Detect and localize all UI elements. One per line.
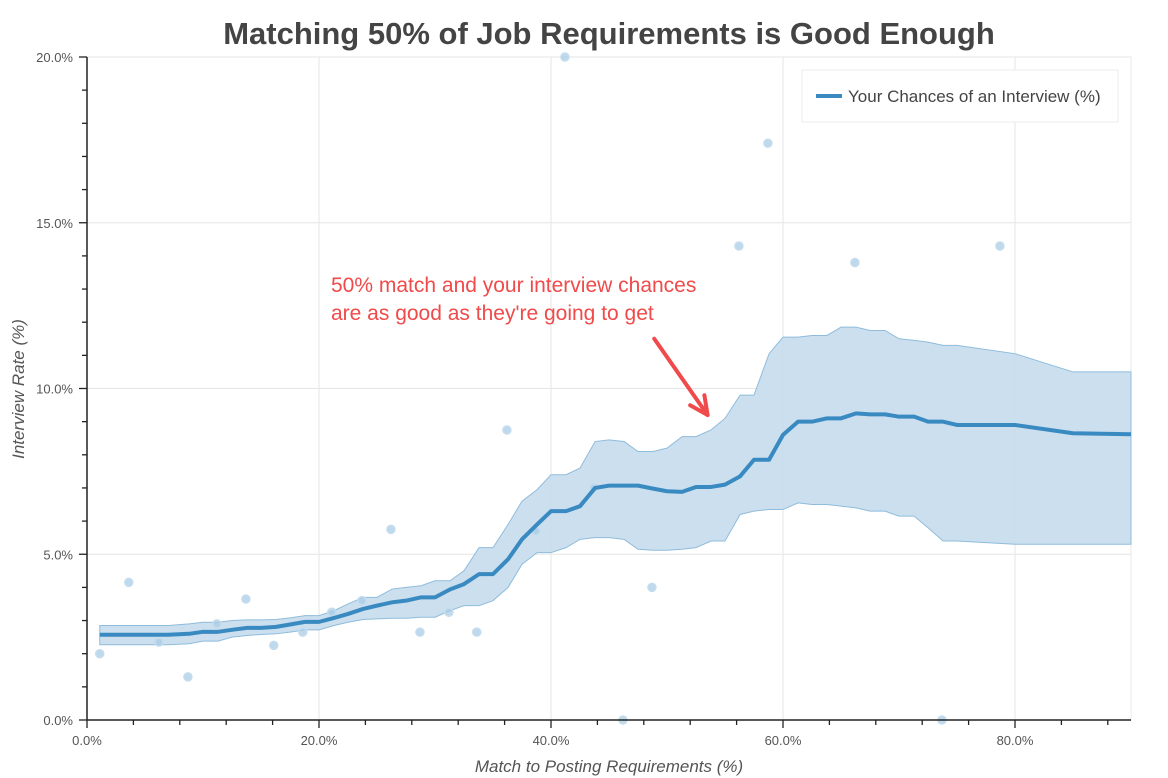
legend-entry: Your Chances of an Interview (%) bbox=[848, 87, 1101, 106]
scatter-point bbox=[415, 627, 425, 637]
y-tick-label: 10.0% bbox=[36, 382, 73, 397]
y-tick-label: 15.0% bbox=[36, 216, 73, 231]
annotation-arrow-head bbox=[688, 393, 710, 418]
annotation-text: are as good as they're going to get bbox=[331, 302, 654, 325]
series-line-path bbox=[99, 411, 1132, 637]
chart-title: Matching 50% of Job Requirements is Good… bbox=[223, 16, 995, 51]
y-axis-label: Interview Rate (%) bbox=[9, 319, 28, 459]
scatter-point bbox=[763, 138, 773, 148]
scatter-point bbox=[734, 241, 744, 251]
legend: Your Chances of an Interview (%) bbox=[801, 69, 1119, 123]
scatter-point bbox=[560, 52, 570, 62]
x-tick-label: 20.0% bbox=[301, 733, 338, 748]
legend-box bbox=[801, 69, 1119, 123]
y-tick-label: 0.0% bbox=[43, 713, 73, 728]
scatter-point bbox=[647, 582, 657, 593]
scatter-point bbox=[386, 524, 396, 535]
x-axis-label: Match to Posting Requirements (%) bbox=[475, 757, 743, 776]
annotation-arrow-shaft bbox=[652, 336, 710, 418]
scatter-point bbox=[269, 640, 279, 651]
annotation-text: 50% match and your interview chances bbox=[331, 274, 696, 297]
scatter-point bbox=[95, 648, 105, 659]
scatter-point bbox=[183, 672, 193, 682]
scatter-point bbox=[241, 594, 251, 604]
series-line bbox=[99, 411, 1132, 637]
x-tick-label: 60.0% bbox=[765, 733, 802, 748]
scatter-point bbox=[502, 425, 512, 435]
x-tick-label: 0.0% bbox=[72, 733, 102, 748]
axes: 0.0% 5.0% 10.0% 15.0% 20.0% 0.0% 20.0% 40.0% 60.… bbox=[36, 50, 1131, 748]
scatter-point bbox=[472, 627, 482, 637]
scatter-point bbox=[357, 595, 367, 606]
scatter-points bbox=[95, 52, 1005, 725]
scatter-point bbox=[444, 607, 454, 618]
x-tick-label: 80.0% bbox=[997, 733, 1034, 748]
y-tick-label: 20.0% bbox=[36, 50, 73, 65]
scatter-point bbox=[327, 607, 337, 618]
annotation: 50% match and your interview chances are … bbox=[331, 274, 710, 418]
scatter-point bbox=[212, 619, 222, 629]
scatter-point bbox=[850, 257, 860, 268]
scatter-point bbox=[995, 241, 1005, 251]
scatter-point bbox=[154, 637, 164, 647]
y-tick-label: 5.0% bbox=[43, 547, 73, 562]
x-tick-label: 40.0% bbox=[533, 733, 570, 748]
scatter-point bbox=[124, 577, 134, 588]
scatter-point bbox=[298, 627, 308, 637]
